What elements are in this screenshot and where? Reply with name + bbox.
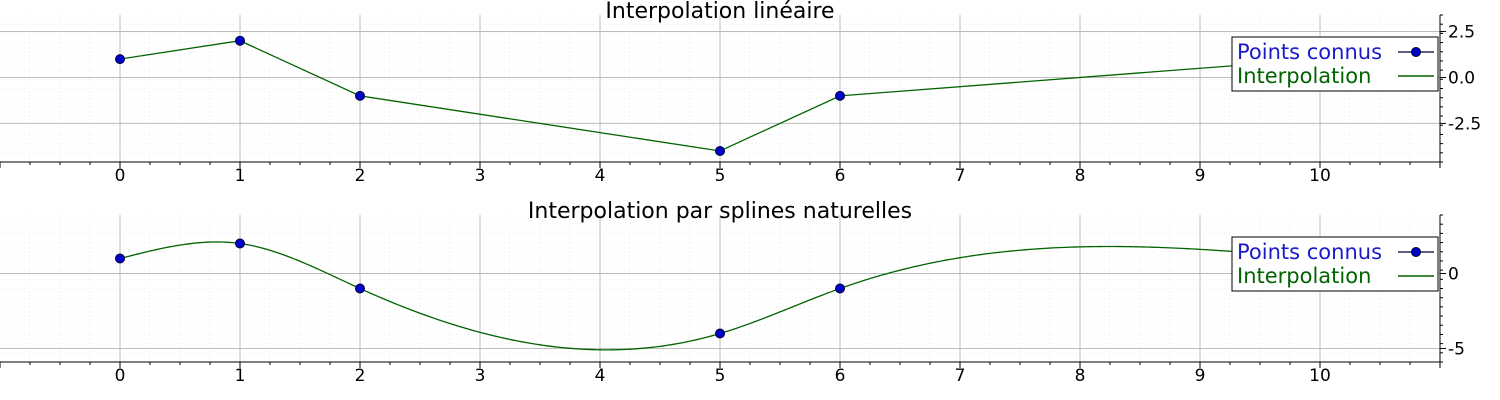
spline-interpolation-panel: 0 1 2 3 4 5 6 7 8 9 10 0 -5 Interpolation par splines… xyxy=(0,199,1465,386)
known-point-marker xyxy=(115,253,125,264)
known-point-marker xyxy=(715,328,725,339)
x-tick-label: 4 xyxy=(595,166,606,186)
x-tick-label: 5 xyxy=(715,166,726,186)
x-tick-label: 6 xyxy=(835,166,846,186)
known-point-marker xyxy=(355,90,365,101)
legend-label-interpolation: Interpolation xyxy=(1237,264,1371,288)
known-point-marker xyxy=(355,283,365,294)
interpolation-line xyxy=(119,40,1321,152)
x-tick-label: 5 xyxy=(715,366,726,386)
chart-title: Interpolation par splines naturelles xyxy=(528,199,912,224)
x-tick-label: 4 xyxy=(595,366,606,386)
x-tick-label: 8 xyxy=(1075,166,1086,186)
x-tick-label: 7 xyxy=(955,366,966,386)
y-tick-label: 2.5 xyxy=(1448,23,1475,43)
x-tick-label: 0 xyxy=(115,366,126,386)
x-tick-label: 6 xyxy=(835,366,846,386)
y-tick-label: -2.5 xyxy=(1448,114,1481,134)
legend-marker-known-points xyxy=(1411,47,1421,57)
legend-label-known-points: Points connus xyxy=(1237,240,1382,264)
x-tick-label: 2 xyxy=(355,366,366,386)
chart-title: Interpolation linéaire xyxy=(605,0,834,24)
x-tick-label: 1 xyxy=(235,166,246,186)
y-tick-label: 0 xyxy=(1448,265,1459,285)
known-point-marker xyxy=(115,54,125,65)
known-point-marker xyxy=(235,238,245,249)
x-tick-label: 10 xyxy=(1309,166,1331,186)
x-tick-label: 3 xyxy=(475,366,486,386)
known-point-marker xyxy=(835,283,845,294)
linear-interpolation-panel: 0 1 2 3 4 5 6 7 8 9 10 2.5 0.0 -2.5 Interpolation liné… xyxy=(0,0,1481,186)
known-point-marker xyxy=(715,145,725,156)
legend-marker-known-points xyxy=(1411,247,1421,257)
x-tick-label: 7 xyxy=(955,166,966,186)
x-tick-label: 8 xyxy=(1075,366,1086,386)
known-point-marker xyxy=(235,35,245,46)
x-tick-label: 9 xyxy=(1195,166,1206,186)
x-tick-label: 3 xyxy=(475,166,486,186)
known-point-marker xyxy=(835,90,845,101)
x-tick-label: 10 xyxy=(1309,366,1331,386)
legend-box xyxy=(1231,236,1439,292)
x-tick-label: 2 xyxy=(355,166,366,186)
legend-label-interpolation: Interpolation xyxy=(1237,64,1371,88)
x-tick-label: 9 xyxy=(1195,366,1206,386)
legend-box xyxy=(1231,36,1439,92)
y-tick-label: -5 xyxy=(1448,340,1465,360)
x-tick-label: 0 xyxy=(115,166,126,186)
legend-label-known-points: Points connus xyxy=(1237,40,1382,64)
x-tick-label: 1 xyxy=(235,366,246,386)
y-tick-label: 0.0 xyxy=(1448,68,1475,88)
